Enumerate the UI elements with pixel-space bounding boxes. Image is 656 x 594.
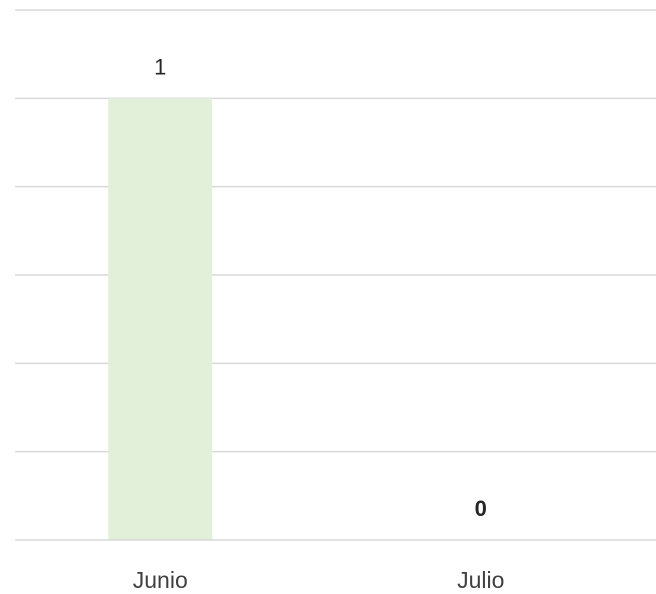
data-label-julio: 0 [475,496,487,521]
data-label-junio: 1 [154,54,166,79]
x-tick-labels: Junio Julio [133,567,505,593]
bars [108,98,212,540]
x-tick-label-junio: Junio [133,567,188,593]
x-tick-label-julio: Julio [457,567,504,593]
bar-junio [108,98,212,540]
